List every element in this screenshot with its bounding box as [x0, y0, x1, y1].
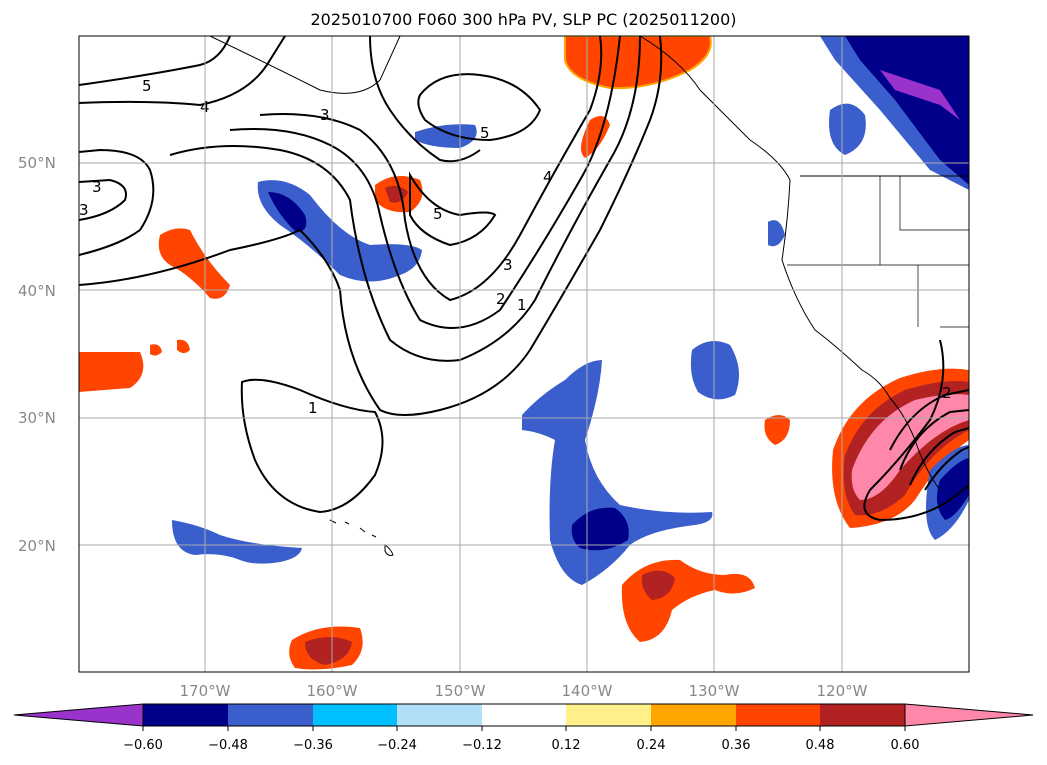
colorbar-tick-label: −0.48 — [208, 738, 248, 753]
pv-positive-southwest-core — [305, 637, 352, 665]
colorbar-tick-label: −0.60 — [123, 738, 163, 753]
pv-negative-ne-purple — [880, 70, 960, 120]
lat-labels: 50°N 40°N 30°N 20°N — [18, 154, 56, 555]
contour-label: 3 — [79, 201, 89, 219]
contour-1-closed — [240, 378, 384, 514]
colorbar-tick-label: 0.48 — [806, 738, 835, 753]
pv-positive-dot1 — [150, 344, 162, 356]
contour-loop-4 — [259, 36, 603, 302]
contour-se-ring4 — [924, 446, 969, 491]
state-lines — [787, 176, 969, 328]
colorbar-bin — [736, 704, 820, 726]
contour-label: 1 — [308, 399, 318, 417]
pv-shading — [79, 36, 969, 670]
colorbar-bin — [820, 704, 905, 726]
colorbar-bin — [228, 704, 313, 726]
pv-positive-north-rim — [564, 36, 712, 90]
contour-west-3 — [79, 148, 155, 256]
pv-negative-streak — [257, 180, 422, 282]
colorbar-tick-label: −0.24 — [377, 738, 417, 753]
pv-negative-se-core — [936, 458, 969, 520]
pv-negative-central — [522, 360, 713, 585]
contour-label: 5 — [142, 77, 152, 95]
contour-north-5 — [417, 73, 542, 142]
lat-label: 50°N — [18, 154, 56, 172]
pv-negative-north-small — [415, 124, 477, 148]
pv-positive-small1 — [581, 116, 610, 158]
pv-negative-southwest — [172, 520, 302, 564]
hawaii-islands — [329, 519, 394, 556]
lon-label: 170°W — [180, 682, 231, 700]
pv-positive-west1 — [158, 228, 230, 299]
map-frame — [78, 35, 970, 673]
colorbar-extend-low — [13, 703, 144, 727]
lon-label: 140°W — [562, 682, 613, 700]
colorbar: −0.60 −0.48 −0.36 −0.24 −0.12 0.12 0.24 … — [13, 703, 1034, 753]
colorbar-bin — [482, 704, 566, 726]
pv-positive-small2 — [764, 415, 790, 445]
contour-label: 4 — [543, 168, 553, 186]
contour-north-3 — [369, 36, 481, 163]
contour-label: 3 — [92, 178, 102, 196]
lon-labels: 170°W 160°W 150°W 140°W 130°W 120°W — [180, 682, 868, 700]
contour-west-4 — [79, 36, 286, 107]
pv-negative-east — [690, 341, 739, 400]
contour-loop-3 — [229, 36, 621, 329]
pv-negative-ne-core — [845, 36, 969, 185]
contour-labels: 5 4 3 3 3 5 5 4 3 2 1 1 2 — [79, 77, 952, 417]
pv-negative-central-core — [571, 507, 629, 551]
colorbar-extend-high — [904, 703, 1034, 727]
lon-label: 160°W — [307, 682, 358, 700]
contour-se-outer — [863, 339, 969, 522]
colorbar-tick-label: 0.12 — [552, 738, 581, 753]
colorbar-bin — [651, 704, 736, 726]
slp-contours — [79, 36, 969, 522]
colorbar-tick-label: −0.36 — [293, 738, 333, 753]
contour-label: 2 — [942, 384, 952, 402]
contour-label: 5 — [480, 124, 490, 142]
contour-label: 1 — [517, 296, 527, 314]
contour-se-ring2 — [899, 409, 969, 471]
contour-label: 2 — [496, 290, 506, 308]
pv-positive-south — [621, 559, 755, 642]
map-title: 2025010700 F060 300 hPa PV, SLP PC (2025… — [310, 10, 737, 29]
pv-negative-coast — [768, 220, 785, 247]
contour-loop-1 — [79, 36, 663, 416]
contour-label: 3 — [320, 106, 330, 124]
pv-positive-south-core — [641, 570, 675, 600]
contour-se-ring1 — [889, 389, 969, 451]
colorbar-tick-label: 0.36 — [722, 738, 751, 753]
pv-negative-small-ne — [829, 103, 866, 155]
contour-west-5 — [79, 36, 231, 86]
contour-label: 3 — [503, 256, 513, 274]
colorbar-bin — [313, 704, 397, 726]
contour-loop-2 — [169, 36, 641, 362]
lon-label: 130°W — [689, 682, 740, 700]
colorbar-bin — [397, 704, 482, 726]
coastlines — [209, 36, 969, 556]
alaska-panhandle — [639, 36, 791, 181]
pv-positive-dot2 — [177, 339, 190, 353]
gridlines — [79, 36, 969, 672]
contour-west-inner — [79, 178, 127, 221]
pv-negative-streak-core — [268, 192, 307, 232]
lat-label: 40°N — [18, 282, 56, 300]
colorbar-bin — [566, 704, 651, 726]
contour-mid-5 — [409, 171, 497, 247]
contour-label: 5 — [433, 205, 443, 223]
colorbar-tick-label: 0.60 — [891, 738, 920, 753]
lon-label: 150°W — [435, 682, 486, 700]
lat-label: 30°N — [18, 409, 56, 427]
colorbar-bin — [143, 704, 228, 726]
contour-se-ring3 — [909, 427, 969, 486]
lon-label: 120°W — [817, 682, 868, 700]
colorbar-tick-label: 0.24 — [637, 738, 666, 753]
lat-label: 20°N — [18, 537, 56, 555]
colorbar-tick-label: −0.12 — [462, 738, 502, 753]
alaska-coast — [209, 36, 401, 94]
pv-positive-west2 — [79, 352, 144, 392]
